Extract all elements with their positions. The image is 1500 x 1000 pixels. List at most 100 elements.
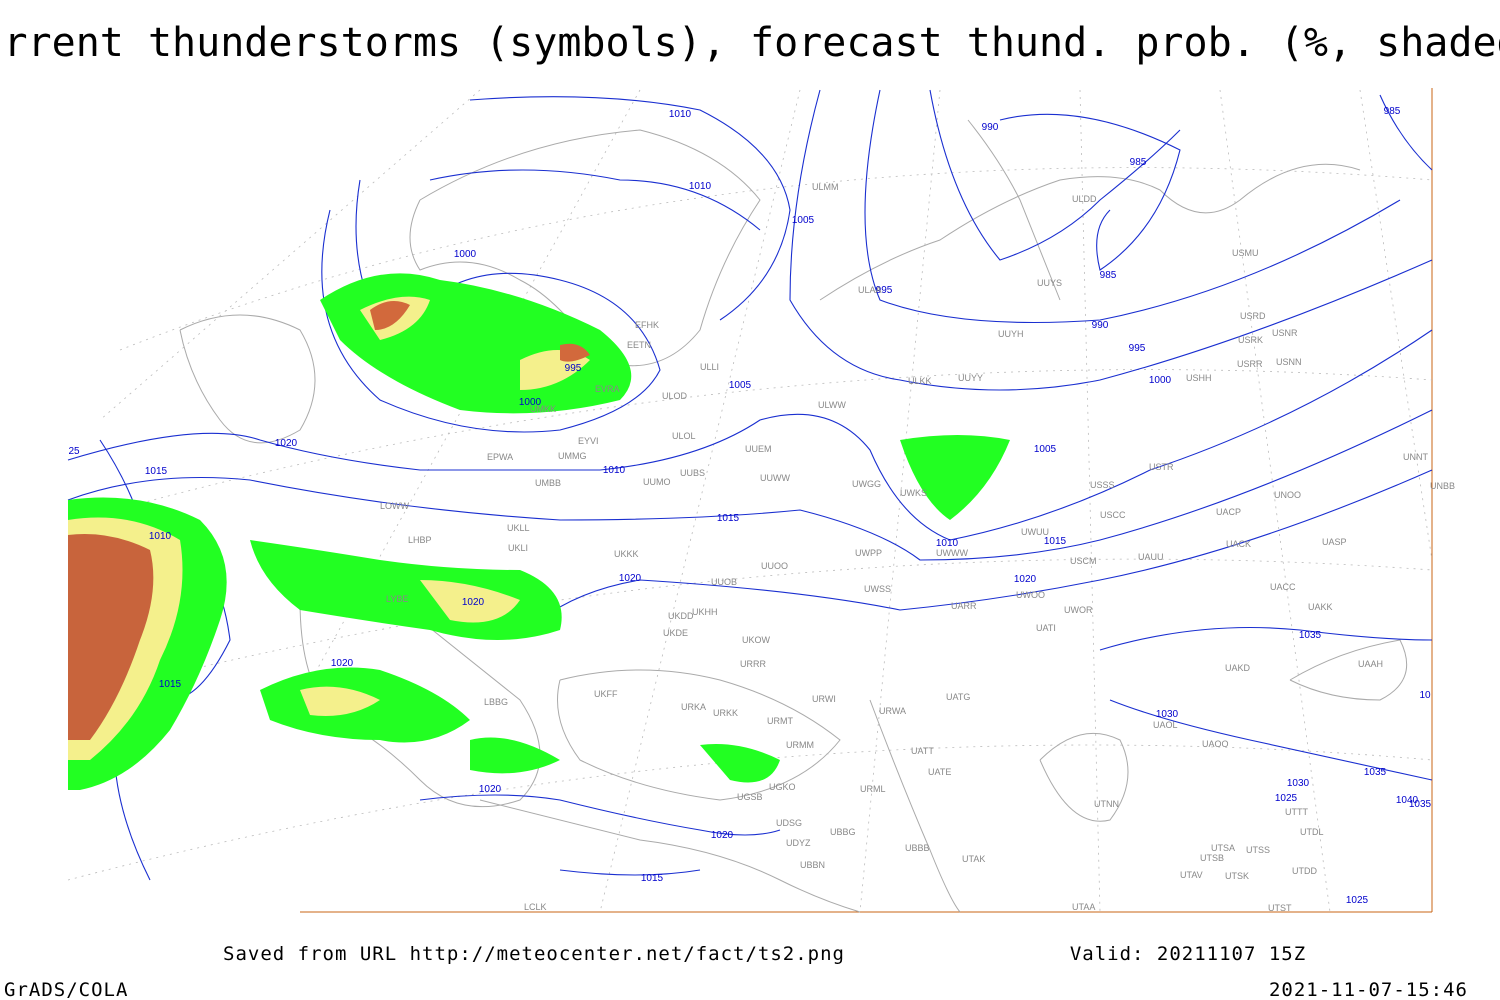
- station-code: LCLK: [524, 902, 547, 912]
- station-code: UGSB: [737, 792, 763, 802]
- isobar-label: 985: [1100, 270, 1117, 281]
- station-code: UBBG: [830, 827, 856, 837]
- thunderstorm-probability: [68, 273, 1010, 790]
- station-code: UTSK: [1225, 871, 1249, 881]
- station-code: UMMG: [558, 451, 587, 461]
- station-code: ULOL: [672, 431, 696, 441]
- station-code: LHBP: [408, 535, 432, 545]
- station-code: UATE: [928, 767, 951, 777]
- station-code: UTSS: [1246, 845, 1270, 855]
- station-code: UAAH: [1358, 659, 1383, 669]
- station-code: UWOR: [1064, 605, 1093, 615]
- isobar-label: 1030: [1287, 778, 1310, 789]
- station-code: LBBG: [484, 697, 508, 707]
- station-code: UACC: [1270, 582, 1296, 592]
- station-code: UTNN: [1094, 799, 1119, 809]
- station-code: EPWA: [487, 452, 513, 462]
- station-code: EETN: [627, 340, 651, 350]
- isobar-label: 985: [1130, 157, 1147, 168]
- station-code: UKFF: [594, 689, 618, 699]
- station-code: UDSG: [776, 818, 802, 828]
- station-code: UWUU: [1021, 527, 1049, 537]
- station-code: USNR: [1272, 328, 1298, 338]
- station-code: UTSB: [1200, 853, 1224, 863]
- isobar-label: 1005: [729, 380, 752, 391]
- timestamp: 2021-11-07-15:46: [1269, 979, 1468, 1000]
- station-code: UBBB: [905, 843, 930, 853]
- station-code: UACP: [1216, 507, 1241, 517]
- title: Current thunderstorms (symbols), forecas…: [0, 20, 1500, 66]
- isobar-label: 1040: [1396, 795, 1419, 806]
- station-code: UUWW: [760, 473, 790, 483]
- station-code: URML: [860, 784, 886, 794]
- station-code: USNN: [1276, 357, 1302, 367]
- software-credit: GrADS/COLA: [4, 979, 128, 1000]
- isobar-label: 1020: [619, 573, 642, 584]
- station-code: ULOD: [662, 391, 688, 401]
- isobar-label: 1020: [711, 830, 734, 841]
- isobar-label: 1020: [331, 658, 354, 669]
- station-code: USRR: [1237, 359, 1263, 369]
- station-code: UKDD: [668, 611, 694, 621]
- station-code: UTST: [1268, 903, 1292, 913]
- isobar-label: 1010: [689, 181, 712, 192]
- isobar-label: 1010: [936, 538, 959, 549]
- station-code: UTTT: [1285, 807, 1308, 817]
- station-code: UWWW: [936, 548, 968, 558]
- station-code: UWSS: [864, 584, 891, 594]
- station-code: EYVI: [578, 436, 599, 446]
- station-code: UDYZ: [786, 838, 811, 848]
- station-code: UACK: [1226, 539, 1251, 549]
- station-code: USMU: [1232, 248, 1259, 258]
- station-code: UTAK: [962, 854, 985, 864]
- station-code: UWKS: [900, 488, 927, 498]
- station-code: UGKO: [769, 782, 796, 792]
- station-code: UUOO: [761, 561, 788, 571]
- station-code: UAOO: [1202, 739, 1229, 749]
- station-code: USRK: [1238, 335, 1263, 345]
- isobar-label: 1015: [1044, 536, 1067, 547]
- isobar-label: 1015: [641, 873, 664, 884]
- station-code: UWOO: [1016, 590, 1045, 600]
- station-code: UTAA: [1072, 902, 1095, 912]
- isobars: [67, 89, 1433, 881]
- station-code: URMM: [786, 740, 814, 750]
- station-code: UAKD: [1225, 663, 1251, 673]
- station-code: UMBB: [535, 478, 561, 488]
- isobar-label: 1010: [669, 109, 692, 120]
- station-code: UUMO: [643, 477, 671, 487]
- isobar-label: 985: [1384, 106, 1401, 117]
- station-code: URWA: [879, 706, 906, 716]
- station-code: UKDE: [663, 628, 688, 638]
- station-code: UNOO: [1274, 490, 1301, 500]
- station-code: LOWW: [380, 501, 410, 511]
- isobar-label: 1035: [1299, 630, 1322, 641]
- station-code: UUOB: [711, 577, 737, 587]
- station-code: UUBS: [680, 468, 705, 478]
- station-code: UUYH: [998, 329, 1024, 339]
- station-code: UAOL: [1153, 720, 1178, 730]
- station-code: UKLL: [507, 523, 530, 533]
- isobar-label: 1015: [717, 513, 740, 524]
- isobar-label: 10: [1419, 690, 1431, 701]
- station-code: ULMM: [812, 182, 839, 192]
- station-code: UATG: [946, 692, 970, 702]
- isobar-label: 1000: [1149, 375, 1172, 386]
- isobar-label: 1015: [145, 466, 168, 477]
- map-area: [67, 88, 1433, 913]
- station-code: UTSA: [1211, 843, 1235, 853]
- station-code: UUYY: [958, 373, 983, 383]
- isobar-label: 990: [982, 122, 999, 133]
- station-code: UTAV: [1180, 870, 1203, 880]
- station-code: LYBE: [386, 594, 408, 604]
- station-code: URKA: [681, 702, 706, 712]
- station-code: UAKK: [1308, 602, 1333, 612]
- isobar-label: 25: [68, 446, 80, 457]
- station-code: UKLI: [508, 543, 528, 553]
- isobar-label: 1025: [1346, 895, 1369, 906]
- isobar-label: 1010: [603, 465, 626, 476]
- isobar-label: 1000: [519, 397, 542, 408]
- isobar-label: 1025: [1275, 793, 1298, 804]
- station-code: UATT: [911, 746, 934, 756]
